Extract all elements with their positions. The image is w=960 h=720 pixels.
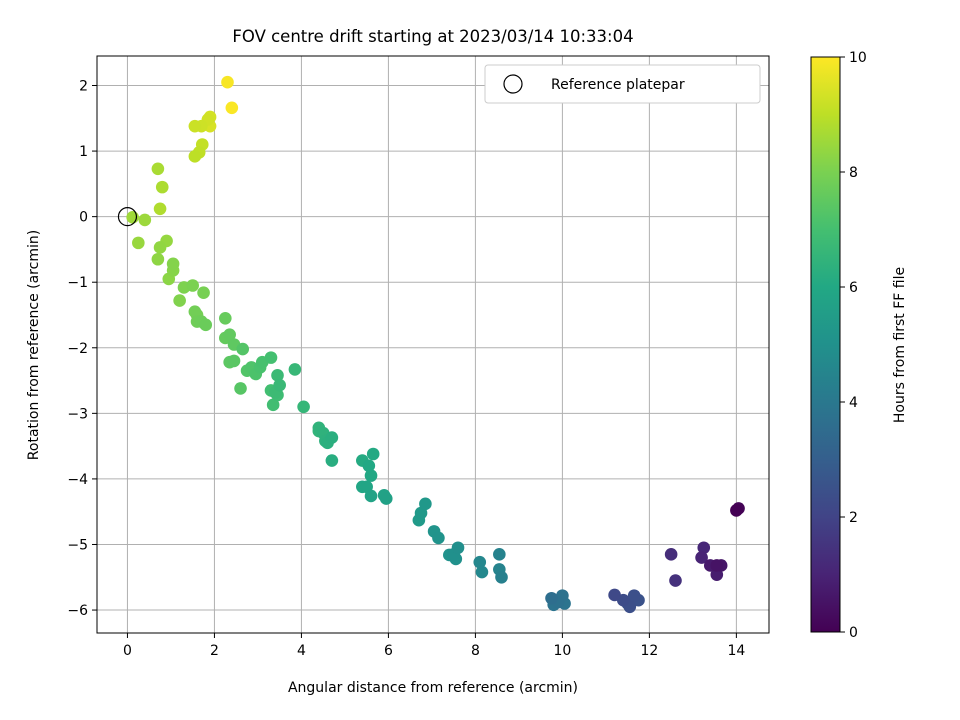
data-point — [669, 574, 682, 587]
data-point — [221, 75, 234, 89]
data-point — [419, 497, 432, 511]
reference-point — [117, 207, 138, 227]
data-point — [627, 589, 641, 602]
legend-box — [484, 64, 761, 104]
data-point — [186, 279, 199, 292]
data-point — [325, 431, 339, 444]
data-point — [155, 180, 169, 194]
x-tick-label: 8 — [471, 643, 480, 659]
data-point — [730, 504, 743, 517]
y-tick-label: −2 — [67, 341, 88, 357]
data-point — [223, 328, 236, 341]
data-point — [166, 257, 180, 271]
x-tick-label: 12 — [640, 643, 658, 659]
data-point — [138, 213, 152, 227]
data-point — [151, 162, 165, 176]
data-point — [188, 150, 202, 163]
data-point — [325, 454, 339, 467]
data-point — [173, 294, 186, 307]
y-tick-label: 1 — [79, 144, 88, 160]
data-point — [364, 489, 378, 503]
data-point — [219, 311, 232, 325]
data-point — [266, 398, 280, 412]
data-point — [132, 236, 145, 250]
data-point — [495, 570, 508, 584]
x-tick-label: 10 — [553, 643, 571, 659]
colorbar-tick-label: 6 — [849, 280, 858, 296]
data-point — [710, 559, 724, 572]
colorbar-tick-label: 4 — [849, 395, 858, 411]
y-tick-label: −1 — [67, 275, 88, 291]
x-tick-label: 2 — [210, 643, 219, 659]
data-point — [297, 400, 310, 414]
plot-frame — [96, 55, 770, 634]
data-point — [608, 588, 621, 602]
data-point — [366, 447, 380, 461]
data-point — [473, 555, 487, 569]
x-tick-label: 4 — [297, 643, 306, 659]
legend: Reference platepar — [484, 64, 761, 104]
data-point — [225, 101, 239, 115]
data-point — [188, 305, 202, 319]
data-point — [236, 342, 250, 356]
data-point — [153, 241, 167, 254]
data-point — [264, 351, 278, 364]
reference-marker — [117, 207, 138, 227]
colorbar-tick-label: 8 — [849, 165, 858, 181]
colorbar-tick-label: 2 — [849, 510, 858, 526]
x-tick-label: 14 — [727, 643, 745, 659]
legend-marker-icon — [503, 74, 523, 94]
x-tick-label: 6 — [384, 643, 393, 659]
x-ticks: 0 2 4 6 8 10 12 14 — [123, 633, 745, 659]
legend-entry-reference: Reference platepar — [551, 77, 685, 93]
data-point — [697, 541, 711, 555]
data-point — [493, 548, 506, 561]
data-point — [227, 354, 241, 368]
data-point — [664, 548, 678, 561]
y-tick-label: −5 — [67, 537, 88, 553]
data-point — [379, 492, 393, 505]
colorbar-gradient — [810, 56, 841, 633]
chart-title: FOV centre drift starting at 2023/03/14 … — [232, 27, 633, 46]
data-point — [451, 541, 465, 555]
data-point — [695, 551, 708, 564]
data-point — [273, 378, 286, 392]
data-point — [126, 210, 139, 224]
data-point — [234, 382, 247, 395]
data-point — [288, 363, 302, 376]
colorbar-tick-label: 0 — [849, 625, 858, 641]
y-tick-label: 2 — [79, 79, 88, 95]
data-point — [432, 531, 445, 545]
colorbar-label: Hours from first FF file — [892, 267, 908, 423]
points — [126, 75, 745, 614]
data-point — [475, 565, 489, 579]
data-point — [362, 459, 376, 473]
data-point — [364, 469, 378, 482]
colorbar-ticks: 0 2 4 6 8 10 — [840, 50, 867, 641]
data-point — [199, 318, 213, 332]
data-point — [188, 119, 202, 133]
y-ticks: −6 −5 −4 −3 −2 −1 0 1 2 — [67, 79, 97, 619]
y-tick-label: 0 — [79, 210, 88, 226]
data-point — [545, 591, 558, 605]
y-tick-label: −3 — [67, 406, 88, 422]
colorbar-tick-label: 10 — [849, 50, 867, 66]
grid — [97, 56, 769, 633]
data-point — [153, 202, 167, 216]
y-axis-label: Rotation from reference (arcmin) — [26, 230, 42, 460]
data-point — [271, 369, 284, 382]
y-tick-label: −4 — [67, 472, 88, 488]
data-point — [197, 286, 210, 300]
x-tick-label: 0 — [123, 643, 132, 659]
x-axis-label: Angular distance from reference (arcmin) — [288, 680, 578, 696]
y-tick-label: −6 — [67, 603, 88, 619]
data-point — [151, 252, 165, 266]
colorbar: 0 2 4 6 8 10 Hours from first FF file — [810, 50, 908, 641]
